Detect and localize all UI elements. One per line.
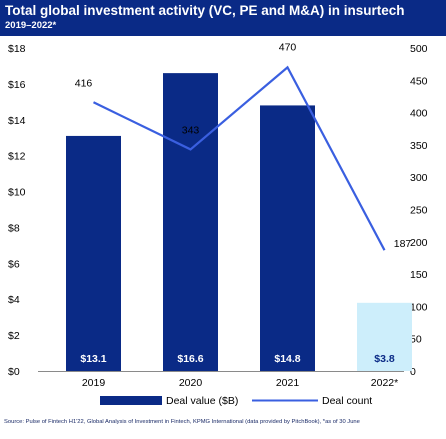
y-right-tick-label: 350 <box>410 140 428 152</box>
line-data-label: 343 <box>182 124 200 136</box>
legend-label-deal-count: Deal count <box>322 395 372 407</box>
y-left-tick-label: $18 <box>8 43 26 55</box>
y-left-tick-label: $10 <box>8 187 26 199</box>
bar-deal-value <box>260 105 315 371</box>
line-data-label: 416 <box>75 77 93 89</box>
y-right-tick-label: 50 <box>410 334 422 346</box>
y-left-tick-label: $0 <box>8 366 20 378</box>
y-right-tick-label: 400 <box>410 108 428 120</box>
legend-label-deal-value: Deal value ($B) <box>166 395 238 407</box>
y-left-tick-label: $2 <box>8 330 20 342</box>
y-right-tick-label: 100 <box>410 301 428 313</box>
x-tick-label: 2021 <box>276 377 300 389</box>
chart-title: Total global investment activity (VC, PE… <box>5 3 405 18</box>
y-left-tick-label: $12 <box>8 151 26 163</box>
y-left-tick-label: $14 <box>8 115 26 127</box>
y-right-tick-label: 0 <box>410 366 416 378</box>
y-left-tick-label: $8 <box>8 222 20 234</box>
chart-plot: $0 $2 $4 $6 $8 $10 $12 $14 $16 $18 0 50 100 150 200 250… <box>8 41 428 407</box>
line-data-label: 187 <box>394 238 412 250</box>
legend-swatch-deal-value <box>100 396 162 405</box>
y-right-tick-label: 250 <box>410 205 428 217</box>
y-right-tick-label: 300 <box>410 172 428 184</box>
y-left-tick-label: $6 <box>8 258 20 270</box>
bar-deal-value <box>66 135 121 371</box>
x-tick-label: 2019 <box>82 377 106 389</box>
chart-header: Total global investment activity (VC, PE… <box>0 0 446 36</box>
y-right-tick-label: 150 <box>410 269 428 281</box>
bar-data-label: $3.8 <box>374 353 395 365</box>
bar-data-label: $14.8 <box>274 353 300 365</box>
y-right-tick-label: 500 <box>410 43 428 55</box>
y-right-tick-label: 200 <box>410 237 428 249</box>
bar-deal-value <box>163 73 218 371</box>
bar-data-label: $16.6 <box>177 353 203 365</box>
line-deal-count <box>93 65 386 251</box>
bar-data-label: $13.1 <box>80 353 106 365</box>
bar-deal-value <box>357 302 412 371</box>
y-left-tick-label: $4 <box>8 294 20 306</box>
y-left-tick-label: $16 <box>8 79 26 91</box>
chart-subtitle: 2019–2022* <box>5 20 57 31</box>
line-data-label: 470 <box>279 41 297 53</box>
x-tick-label: 2020 <box>179 377 203 389</box>
x-tick-label: 2022* <box>371 377 398 389</box>
y-right-tick-label: 450 <box>410 75 428 87</box>
source-note: Source: Pulse of Fintech H1'22, Global A… <box>4 419 360 425</box>
